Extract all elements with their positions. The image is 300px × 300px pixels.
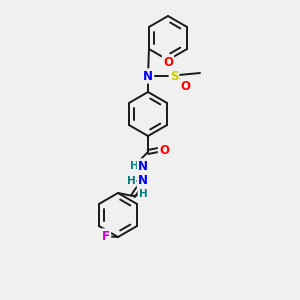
- Text: H: H: [127, 176, 135, 186]
- Text: F: F: [102, 230, 110, 242]
- Text: H: H: [130, 161, 138, 171]
- Text: H: H: [139, 189, 147, 199]
- Text: N: N: [138, 175, 148, 188]
- Text: N: N: [143, 70, 153, 83]
- Text: O: O: [180, 80, 190, 94]
- Text: O: O: [163, 56, 173, 68]
- Text: N: N: [138, 160, 148, 172]
- Text: S: S: [170, 70, 178, 83]
- Text: O: O: [159, 143, 169, 157]
